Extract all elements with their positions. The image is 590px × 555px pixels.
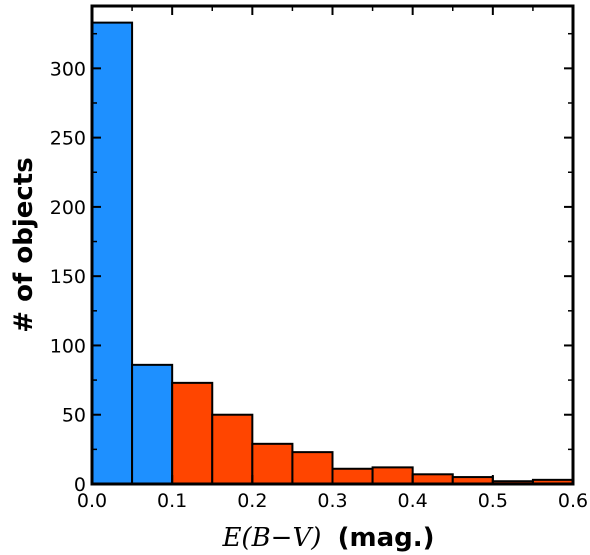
- x-axis-label: E(B−V) (mag.): [221, 523, 434, 553]
- y-tick-label: 250: [50, 128, 86, 150]
- y-tick-label: 50: [62, 405, 86, 427]
- x-tick-label: 0.0: [77, 490, 107, 512]
- x-tick-label: 0.6: [558, 490, 588, 512]
- y-tick-label: 300: [50, 58, 86, 80]
- histogram-bar-1: [131, 363, 174, 485]
- histogram-bar-5: [291, 451, 334, 485]
- y-tick-label: 100: [50, 335, 86, 357]
- x-tick-label: 0.5: [478, 490, 508, 512]
- histogram-bar-4: [251, 442, 294, 485]
- plot-frame: [90, 4, 575, 486]
- histogram-bar-3: [211, 413, 254, 485]
- tick-labels-group: 0.0 0.1 0.2 0.3 0.4 0.5 0.6 0 50 100 150 200 250 300: [50, 58, 588, 512]
- y-tick-label: 150: [50, 266, 86, 288]
- bars-group: [91, 21, 575, 486]
- histogram-bar-7: [371, 466, 414, 485]
- y-tick-label: 200: [50, 197, 86, 219]
- y-axis-label: # of objects: [9, 157, 39, 332]
- x-tick-label: 0.2: [237, 490, 267, 512]
- y-tick-label: 0: [74, 474, 86, 496]
- x-tick-label: 0.3: [317, 490, 347, 512]
- x-tick-label: 0.4: [398, 490, 428, 512]
- x-axis-label-math: E(B−V): [221, 523, 321, 553]
- histogram-bar-2: [171, 381, 214, 485]
- histogram-bar-6: [331, 467, 374, 486]
- x-tick-label: 0.1: [157, 490, 187, 512]
- x-axis-label-unit: (mag.): [338, 523, 435, 553]
